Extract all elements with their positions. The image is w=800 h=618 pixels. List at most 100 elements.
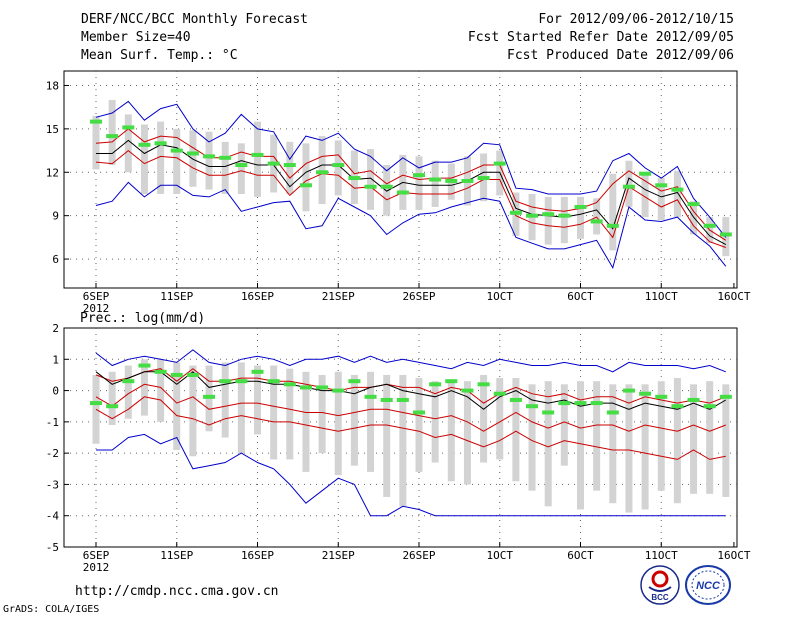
precipitation-label: Prec.: log(mm/d) xyxy=(80,311,205,326)
chart-title: DERF/NCC/BCC Monthly Forecast xyxy=(81,12,308,27)
y-tick-label: -2 xyxy=(46,447,59,460)
spread-bar xyxy=(690,384,698,494)
forecast-period: For 2012/09/06-2012/10/15 xyxy=(538,12,734,27)
spread-bar xyxy=(124,114,132,173)
deterministic-marker xyxy=(106,404,119,409)
y-tick-label: 0 xyxy=(52,385,59,398)
deterministic-marker xyxy=(203,154,216,159)
x-tick-label: 26SEP xyxy=(402,290,435,303)
spread-bar xyxy=(157,121,165,194)
deterministic-marker xyxy=(267,161,280,166)
deterministic-marker xyxy=(622,388,635,393)
deterministic-marker xyxy=(590,219,603,224)
deterministic-marker xyxy=(170,148,183,153)
y-tick-label: 9 xyxy=(52,210,59,223)
spread-bar xyxy=(383,165,391,216)
spread-bar xyxy=(415,156,423,210)
deterministic-marker xyxy=(429,177,442,182)
deterministic-marker xyxy=(380,184,393,189)
spread-bar xyxy=(189,130,197,187)
spread-bar xyxy=(318,136,326,205)
series-lower-line xyxy=(95,383,726,432)
panel-precipitation-frame xyxy=(63,327,738,548)
deterministic-marker xyxy=(413,410,425,415)
x-tick-label: 1OCT xyxy=(487,549,514,562)
spread-bar xyxy=(108,99,116,166)
spread-bar xyxy=(140,359,148,416)
spread-bar xyxy=(480,374,488,463)
deterministic-marker xyxy=(639,171,652,176)
deterministic-marker xyxy=(219,155,232,160)
deterministic-marker xyxy=(719,394,732,399)
deterministic-marker xyxy=(267,379,280,384)
x-tick-label: 21SEP xyxy=(322,549,355,562)
x-tick-sublabel: 2012 xyxy=(83,561,110,574)
spread-bar xyxy=(124,365,132,419)
deterministic-marker xyxy=(235,379,248,384)
spread-bar xyxy=(302,371,310,472)
spread-bar xyxy=(286,368,294,460)
source-url[interactable]: http://cmdp.ncc.cma.gov.cn xyxy=(75,584,279,599)
spread-bar xyxy=(528,384,536,491)
deterministic-marker xyxy=(90,119,102,124)
series-mean-line xyxy=(96,139,727,246)
deterministic-marker xyxy=(203,394,216,399)
deterministic-marker xyxy=(154,141,167,146)
series-upper-line xyxy=(95,368,726,404)
spread-bar xyxy=(609,173,617,251)
spread-bar xyxy=(593,381,601,491)
deterministic-marker xyxy=(251,152,264,157)
ncc-logo-text: NCC xyxy=(696,580,721,592)
deterministic-marker xyxy=(316,170,329,175)
deterministic-marker xyxy=(639,391,652,396)
spread-bar xyxy=(641,384,649,510)
x-tick-label: 21SEP xyxy=(322,290,355,303)
spread-bar xyxy=(447,381,455,482)
deterministic-marker xyxy=(186,372,199,377)
deterministic-marker xyxy=(461,178,474,183)
deterministic-marker xyxy=(719,232,732,237)
x-tick-label: 11OCT xyxy=(645,549,678,562)
deterministic-marker xyxy=(461,388,474,393)
spread-bar xyxy=(463,381,471,485)
spread-bar xyxy=(237,143,245,194)
deterministic-marker xyxy=(154,369,167,374)
deterministic-marker xyxy=(299,183,312,188)
spread-bar xyxy=(641,172,649,218)
deterministic-marker xyxy=(445,178,458,183)
spread-bar xyxy=(399,374,407,507)
deterministic-marker xyxy=(574,401,587,406)
deterministic-marker xyxy=(170,372,183,377)
spread-bar xyxy=(673,170,681,218)
y-tick-label: -5 xyxy=(46,541,59,554)
deterministic-marker xyxy=(509,397,522,402)
deterministic-marker xyxy=(380,397,393,402)
deterministic-marker xyxy=(348,176,361,181)
series-lower2-line xyxy=(95,396,726,460)
spread-bar xyxy=(334,140,342,196)
x-tick-label: 16OCT xyxy=(717,290,750,303)
spread-bar xyxy=(383,374,391,497)
x-tick-label: 6OCT xyxy=(567,290,594,303)
deterministic-marker xyxy=(364,184,377,189)
deterministic-marker xyxy=(316,385,329,390)
deterministic-marker xyxy=(106,134,119,139)
spread-bar xyxy=(205,131,213,190)
series-lower-line xyxy=(95,149,726,248)
spread-bar xyxy=(657,178,665,221)
deterministic-marker xyxy=(687,202,700,207)
series-mean-line xyxy=(95,371,727,410)
spread-bar xyxy=(92,115,100,170)
spread-bar xyxy=(350,374,358,466)
spread-bar xyxy=(367,149,375,210)
deterministic-marker xyxy=(283,382,296,387)
spread-bar xyxy=(302,143,310,212)
spread-bar xyxy=(286,141,294,194)
x-tick-label: 26SEP xyxy=(402,549,435,562)
spread-bar xyxy=(593,198,601,235)
deterministic-marker xyxy=(671,404,684,409)
spread-bar xyxy=(173,362,181,451)
spread-bar xyxy=(189,365,197,457)
spread-bar xyxy=(673,378,681,504)
ncc-logo-icon: NCC xyxy=(685,565,731,605)
